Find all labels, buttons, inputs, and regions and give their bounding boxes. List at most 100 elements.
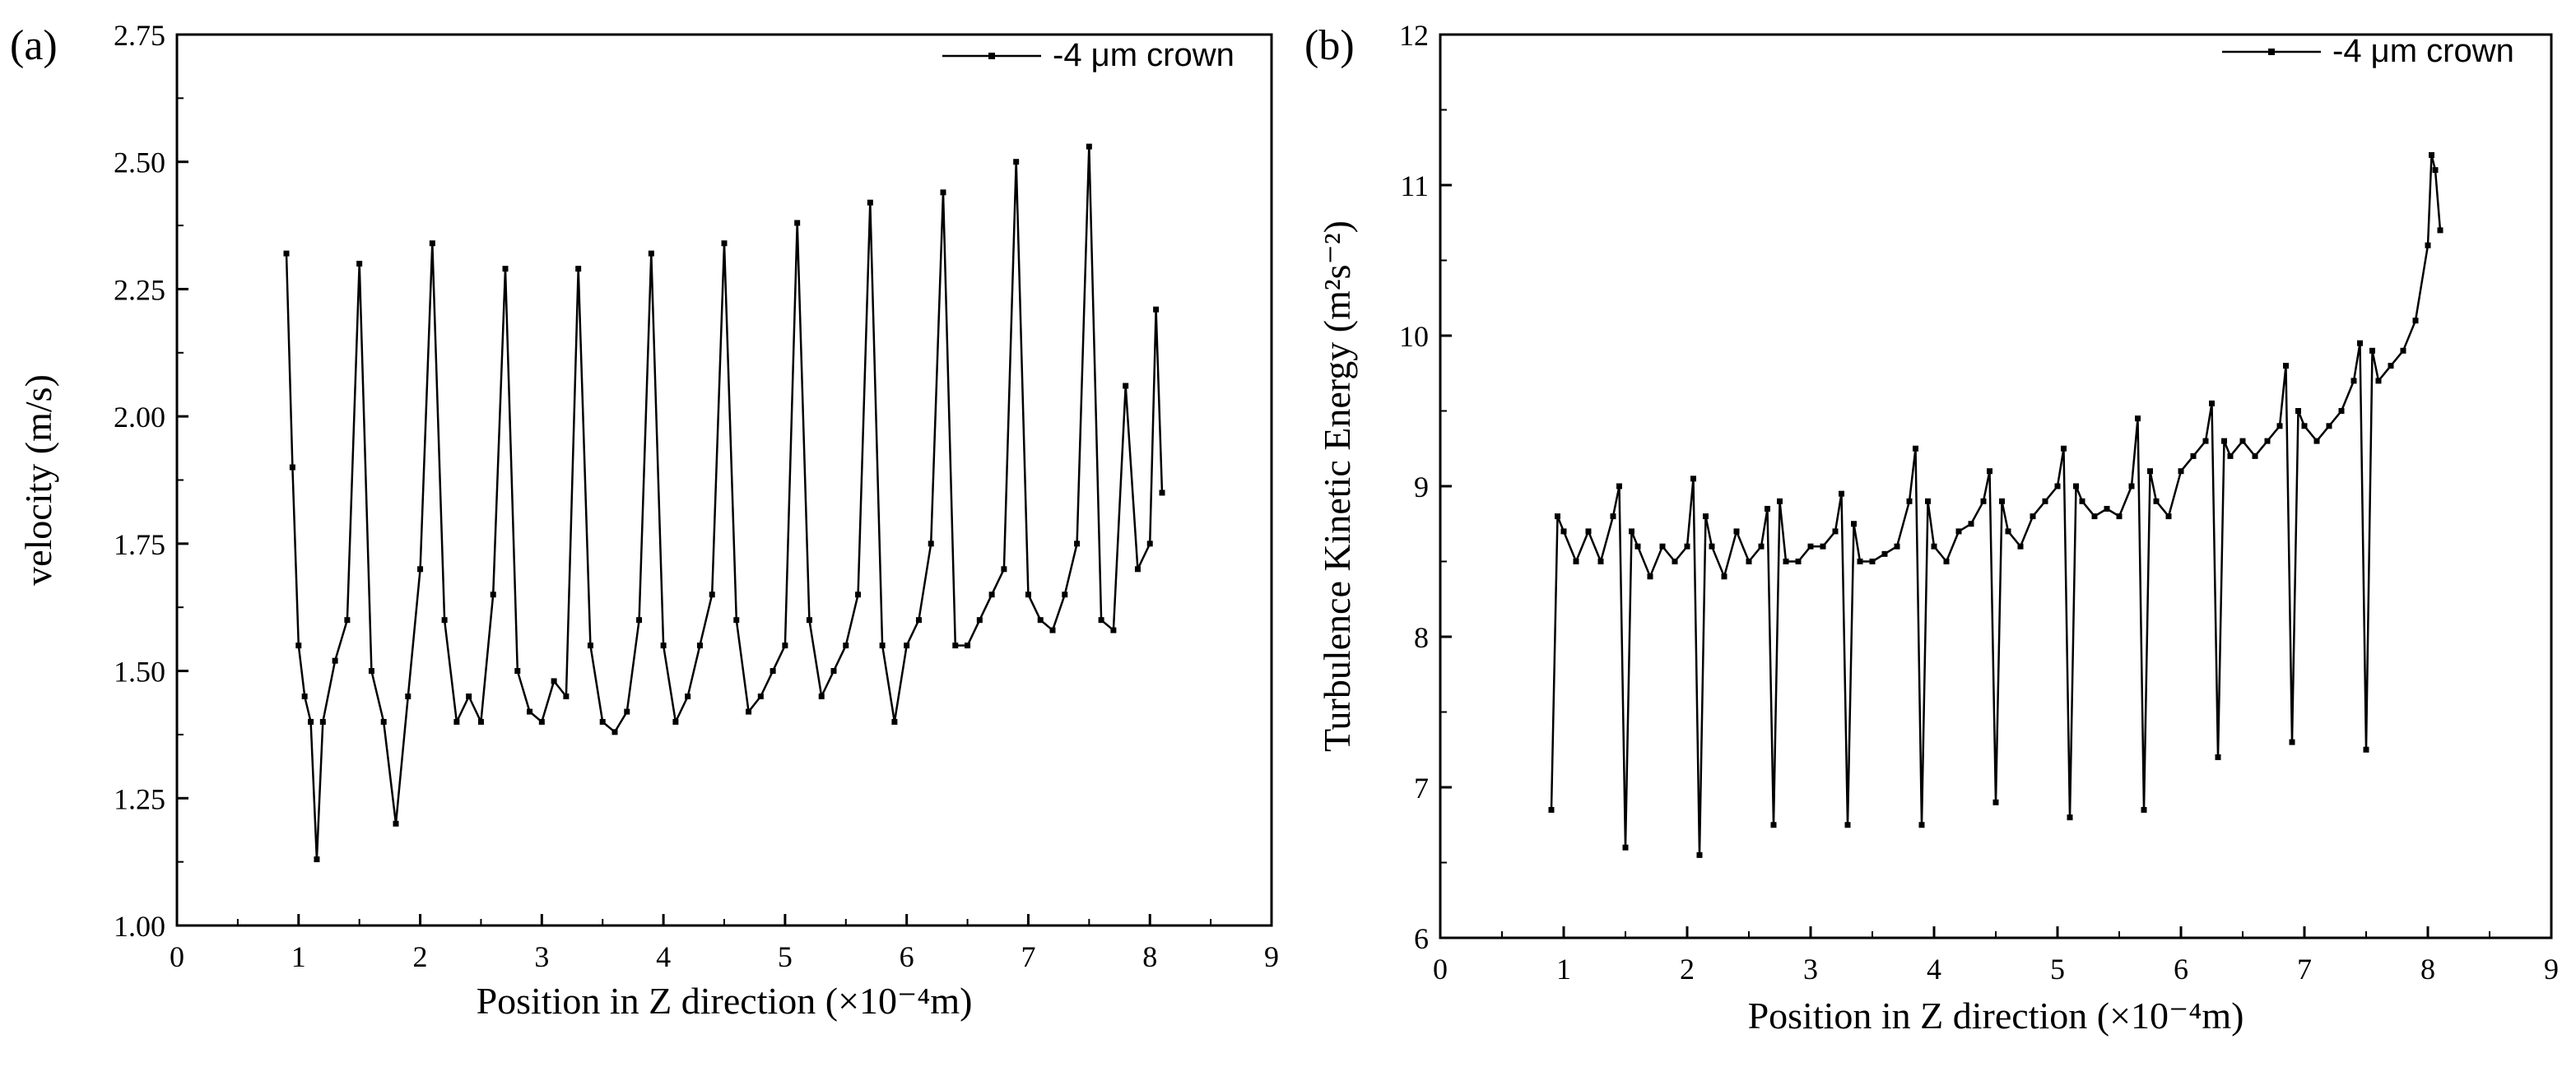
data-point (782, 643, 788, 649)
data-point (611, 729, 618, 735)
data-point (1894, 543, 1900, 550)
data-point (1820, 543, 1826, 550)
x-tick-label: 6 (900, 940, 914, 973)
data-point (502, 266, 509, 272)
data-point (1134, 566, 1141, 573)
data-point (1647, 573, 1653, 580)
data-point (1733, 528, 1740, 535)
data-point (770, 668, 776, 675)
y-tick-label: 9 (1414, 471, 1429, 503)
data-point (2326, 423, 2332, 429)
data-point (1025, 591, 1031, 598)
data-point (2190, 452, 2197, 459)
data-point (1684, 543, 1690, 550)
data-point (1672, 559, 1678, 564)
x-tick-label: 7 (1021, 940, 1035, 973)
data-point (2116, 513, 2123, 520)
data-point (1622, 844, 1629, 851)
data-point (1746, 559, 1752, 564)
data-point (308, 718, 314, 725)
data-point (1807, 543, 1814, 550)
data-point (2215, 754, 2221, 760)
data-point (1659, 543, 1666, 550)
data-point (746, 708, 752, 715)
data-point (405, 694, 412, 700)
data-point (1943, 559, 1950, 564)
data-point (685, 694, 691, 700)
data-point (1110, 627, 1117, 633)
data-point (843, 643, 849, 649)
x-tick-label: 5 (2050, 953, 2065, 986)
x-tick-label: 2 (1680, 953, 1695, 986)
data-point (1795, 559, 1802, 564)
y-tick-label: 2.75 (114, 19, 165, 52)
data-point (624, 708, 630, 715)
x-tick-label: 8 (2420, 953, 2435, 986)
data-point (976, 617, 983, 624)
data-point (648, 250, 654, 257)
data-point (672, 718, 679, 725)
data-point (2295, 408, 2301, 414)
data-point (1955, 528, 1962, 535)
y-tick-label: 12 (1399, 19, 1429, 52)
data-point (1844, 822, 1851, 828)
data-point (314, 856, 320, 863)
data-point (2104, 505, 2110, 512)
y-tick-label: 1.00 (114, 910, 165, 943)
data-point (344, 617, 351, 624)
data-point (2147, 468, 2153, 475)
panel-label: (a) (10, 22, 58, 69)
data-point (988, 591, 995, 598)
data-point (1906, 498, 1913, 504)
data-point (2239, 438, 2246, 444)
data-point (915, 617, 922, 624)
data-point (806, 617, 812, 624)
data-point (2350, 378, 2357, 384)
data-point (855, 591, 862, 598)
data-point (2135, 415, 2141, 422)
y-tick-label: 10 (1399, 320, 1429, 353)
data-point (1573, 559, 1579, 564)
series-line (1550, 154, 2442, 856)
data-point (1001, 566, 1007, 573)
x-tick-label: 5 (778, 940, 793, 973)
data-point (2005, 528, 2011, 535)
data-point (636, 617, 643, 624)
data-point (1968, 521, 1974, 527)
data-point (1074, 540, 1081, 547)
data-point (2338, 408, 2345, 414)
x-tick-label: 7 (2297, 953, 2312, 986)
data-point (952, 643, 959, 649)
x-axis-title: Position in Z direction (×10⁻⁴m) (1748, 995, 2244, 1037)
data-point (2289, 739, 2295, 745)
data-point (2252, 452, 2258, 459)
data-point (1146, 540, 1153, 547)
data-point (2301, 423, 2308, 429)
data-point (2153, 498, 2160, 504)
data-point (1597, 559, 1604, 564)
data-point (1839, 490, 1844, 497)
y-tick-label: 11 (1400, 169, 1429, 202)
data-point (289, 464, 295, 471)
y-tick-label: 7 (1414, 772, 1429, 805)
data-point (1098, 617, 1104, 624)
x-tick-label: 2 (413, 940, 428, 973)
data-point (1931, 543, 1937, 550)
data-point (2079, 498, 2085, 504)
data-point (1980, 498, 1987, 504)
series-line (285, 145, 1164, 861)
x-axis-title: Position in Z direction (×10⁻⁴m) (477, 980, 973, 1022)
data-point (1869, 559, 1876, 564)
data-point (1925, 498, 1931, 504)
x-tick-label: 0 (1433, 953, 1448, 986)
data-point (733, 617, 740, 624)
data-point (2432, 167, 2439, 174)
data-point (1992, 799, 1999, 805)
data-point (1013, 159, 1020, 165)
data-point (2264, 438, 2271, 444)
data-point (879, 643, 886, 649)
data-point (2042, 498, 2048, 504)
x-tick-label: 1 (291, 940, 306, 973)
